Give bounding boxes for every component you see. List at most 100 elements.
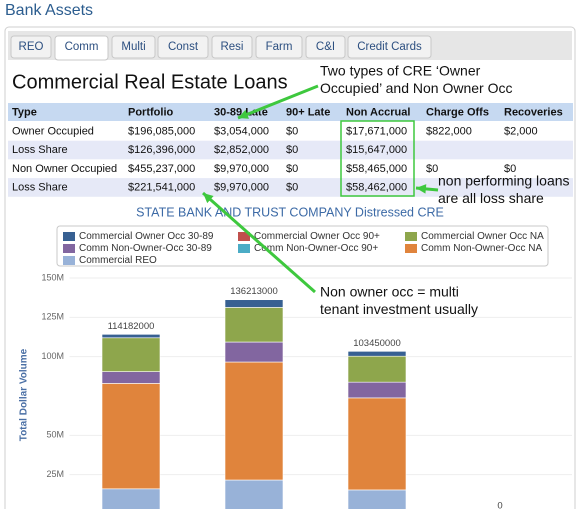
table-header-bg	[8, 103, 573, 121]
table-row	[8, 178, 573, 197]
column-header: Type	[12, 106, 37, 118]
table-cell: $2,000	[504, 125, 538, 137]
total-label: 103450000	[353, 338, 401, 349]
bar-segment	[101, 371, 161, 384]
table-cell: $2,852,000	[214, 144, 269, 156]
y-tick-label: 25M	[46, 469, 64, 479]
table-cell: Non Owner Occupied	[12, 163, 117, 175]
column-header: Recoveries	[504, 106, 563, 118]
bar-segment	[101, 334, 161, 339]
legend-label: Comm Non-Owner-Occ 90+	[254, 243, 378, 254]
annotation: Occupied’ and Non Owner Occ	[320, 80, 512, 96]
table-cell: $822,000	[426, 125, 472, 137]
bar-segment	[101, 337, 161, 372]
total-label: 114182000	[108, 321, 155, 332]
tab[interactable]	[305, 35, 346, 59]
legend-box	[56, 225, 549, 267]
tab-label[interactable]: C&I	[316, 41, 335, 53]
bar-segment	[224, 479, 284, 509]
tab-label[interactable]: Resi	[220, 41, 243, 53]
table-cell: $17,671,000	[346, 125, 407, 137]
bar-segment	[347, 489, 407, 509]
annotation: tenant investment usually	[320, 301, 478, 317]
heading: Commercial Real Estate Loans	[12, 71, 288, 93]
tab-label[interactable]: Const	[168, 41, 199, 53]
page-title: Bank Assets	[5, 2, 93, 19]
tab[interactable]	[111, 35, 156, 59]
table-cell: $15,647,000	[346, 144, 407, 156]
table-cell: $0	[286, 144, 298, 156]
arrow-head	[238, 109, 249, 119]
arrow-line	[202, 191, 316, 294]
legend-label: Commercial REO	[79, 255, 157, 266]
bar-segment	[101, 383, 161, 490]
tab-label[interactable]: Credit Cards	[357, 41, 422, 53]
total-label: 0	[497, 501, 502, 509]
tab[interactable]	[211, 35, 253, 59]
legend-swatch	[238, 232, 250, 241]
tab[interactable]	[347, 35, 432, 59]
table-cell: $58,462,000	[346, 182, 407, 194]
table-cell: $221,541,000	[128, 182, 195, 194]
legend-swatch	[63, 232, 75, 241]
bar-segment	[224, 341, 284, 363]
table-cell: $196,085,000	[128, 125, 195, 137]
legend-swatch	[63, 256, 75, 265]
tab-label[interactable]: Comm	[65, 41, 99, 53]
bar-segment	[347, 351, 407, 357]
table-row	[8, 159, 573, 179]
legend-label: Comm Non-Owner-Occ 30-89	[79, 243, 212, 254]
legend-swatch	[63, 244, 75, 253]
bar-segment	[347, 397, 407, 491]
table-cell: $0	[286, 125, 298, 137]
bar-segment	[347, 355, 407, 383]
column-header: 30-89 Late	[214, 106, 268, 118]
tab[interactable]	[255, 35, 303, 59]
chart-title: STATE BANK AND TRUST COMPANY Distressed …	[136, 205, 444, 219]
tab-label[interactable]: Multi	[121, 41, 145, 53]
tab[interactable]	[157, 35, 209, 59]
arrow-head	[203, 193, 214, 204]
y-axis-label: Total Dollar Volume	[19, 348, 30, 441]
table-cell: Loss Share	[12, 182, 68, 194]
highlight-box	[340, 120, 415, 197]
column-header: Portfolio	[128, 106, 173, 118]
column-header: Charge Offs	[426, 106, 489, 118]
legend-swatch	[405, 244, 417, 253]
y-tick-label: 125M	[41, 312, 64, 322]
y-tick-label: 50M	[46, 430, 64, 440]
annotation: Non owner occ = multi	[320, 284, 459, 300]
tab[interactable]	[10, 35, 52, 59]
table-cell: $0	[286, 163, 298, 175]
y-tick-label: 100M	[41, 351, 64, 361]
table-cell: $9,970,000	[214, 163, 269, 175]
column-header: Non Accrual	[346, 106, 410, 118]
table-cell: $0	[504, 163, 516, 175]
bar-segment	[224, 299, 284, 308]
bar-segment	[224, 307, 284, 343]
arrow-line	[237, 84, 319, 120]
total-label: 136213000	[230, 286, 278, 297]
table-cell: $0	[426, 163, 438, 175]
table-cell: Loss Share	[12, 144, 68, 156]
table-cell: $0	[286, 182, 298, 194]
arrow-head	[416, 184, 427, 194]
column-header: 90+ Late	[286, 106, 330, 118]
tab-label[interactable]: REO	[19, 41, 44, 53]
table-row	[8, 140, 573, 160]
table-cell: Owner Occupied	[12, 125, 94, 137]
table-cell: $9,970,000	[214, 182, 269, 194]
annotation: non performing loans	[438, 173, 570, 189]
legend-label: Commercial Owner Occ 30-89	[79, 231, 214, 242]
table-row	[8, 122, 573, 141]
table-cell: $126,396,000	[128, 144, 195, 156]
bar-segment	[224, 361, 284, 481]
tab-label[interactable]: Farm	[266, 41, 293, 53]
tab[interactable]	[54, 35, 109, 61]
table-cell: $58,465,000	[346, 163, 407, 175]
bar-segment	[101, 488, 161, 509]
legend-label: Commercial Owner Occ 90+	[254, 231, 380, 242]
legend-label: Commercial Owner Occ NA	[421, 231, 544, 242]
